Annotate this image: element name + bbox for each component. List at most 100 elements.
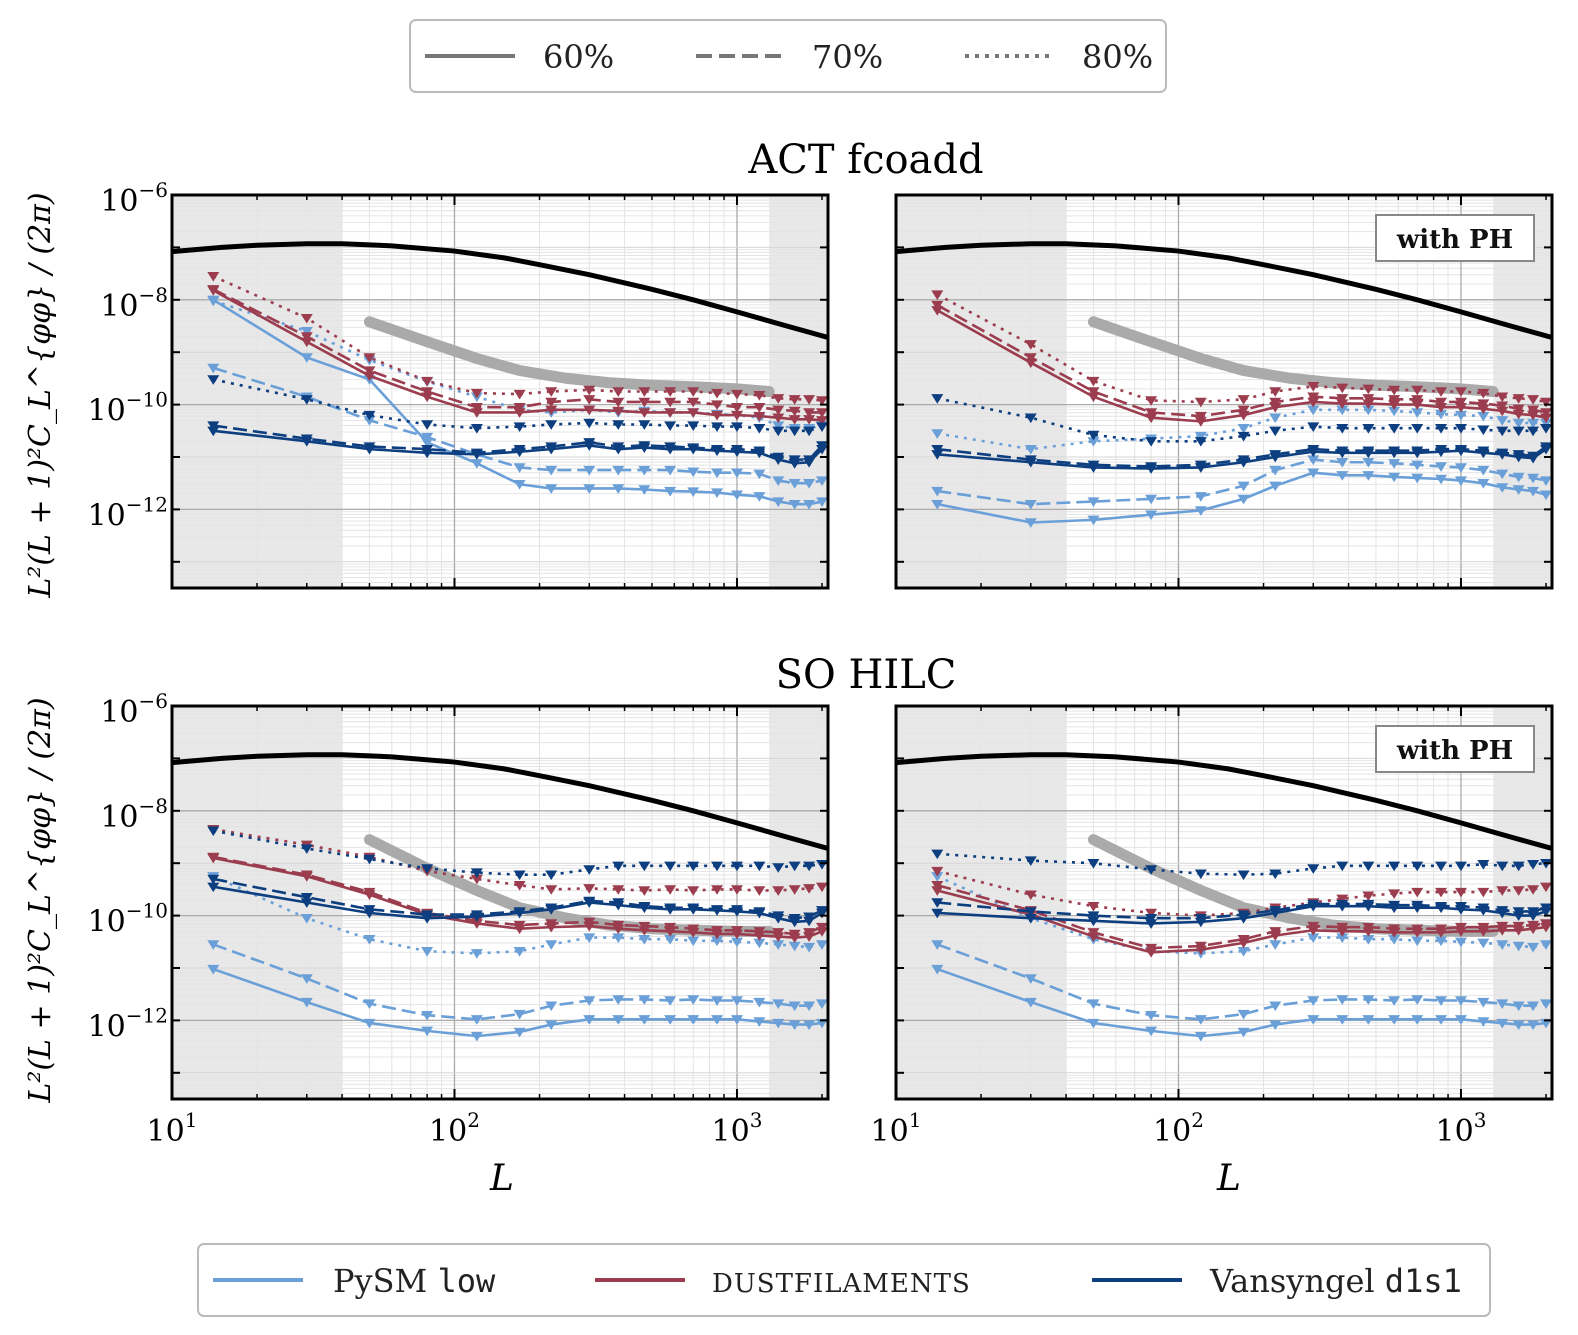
marker-pysm-80 <box>772 421 785 431</box>
shaded-region-1 <box>769 195 828 588</box>
marker-dust-70 <box>1388 924 1401 935</box>
marker-dust-80 <box>816 396 828 406</box>
marker-dust-70 <box>1527 920 1540 931</box>
marker-pysm-70 <box>1307 996 1320 1006</box>
marker-vans-80 <box>1307 422 1320 433</box>
marker-dust-70 <box>753 927 766 937</box>
marker-pysm-60 <box>513 480 526 490</box>
marker-pysm-80 <box>1512 418 1525 429</box>
marker-vans-70 <box>1540 442 1552 452</box>
marker-vans-70 <box>1435 444 1448 455</box>
marker-pysm-70 <box>711 468 724 479</box>
marker-vans-70 <box>772 452 785 463</box>
marker-pysm-60 <box>300 353 313 363</box>
marker-dust-60 <box>711 410 724 421</box>
marker-pysm-70 <box>1269 1001 1282 1012</box>
marker-dust-70 <box>513 403 526 413</box>
panel-frame <box>170 704 830 1101</box>
marker-dust-70 <box>1512 921 1525 932</box>
marker-pysm-60 <box>545 1020 558 1030</box>
marker-dust-70 <box>1194 941 1207 952</box>
marker-dust-80 <box>687 886 700 896</box>
marker-pysm-70 <box>788 479 801 489</box>
marker-pysm-70 <box>207 940 220 950</box>
marker-vans-80 <box>1512 861 1525 872</box>
marker-dust-70 <box>545 919 558 929</box>
marker-pysm-60 <box>803 1020 816 1030</box>
marker-pysm-70 <box>753 469 766 480</box>
marker-vans-80 <box>1024 856 1037 866</box>
marker-pysm-60 <box>1237 494 1250 505</box>
marker-pysm-80 <box>1496 940 1509 950</box>
marker-pysm-70 <box>612 995 625 1005</box>
x-tick-label-base: 10 <box>1436 1114 1474 1149</box>
marker-dust-70 <box>803 928 816 938</box>
shaded-region-1 <box>769 706 828 1099</box>
x-tick-label-exp: 3 <box>750 1108 763 1132</box>
marker-vans-70 <box>711 444 724 455</box>
marker-pysm-80 <box>788 941 801 952</box>
marker-dust-80 <box>1024 890 1037 901</box>
marker-dust-80 <box>545 387 558 397</box>
marker-vans-80 <box>1527 860 1540 870</box>
marker-dust-70 <box>1540 408 1552 418</box>
marker-pysm-70 <box>1145 494 1158 505</box>
marker-pysm-70 <box>1194 492 1207 502</box>
marker-pysm-80 <box>1512 941 1525 952</box>
marker-vans-70 <box>612 442 625 452</box>
marker-pysm-70 <box>421 432 434 443</box>
marker-dust-80 <box>1540 882 1552 893</box>
marker-dust-70 <box>1336 922 1349 933</box>
marker-vans-80 <box>1512 426 1525 437</box>
marker-vans-70 <box>421 910 434 920</box>
y-tick-label-exp: −8 <box>139 794 168 818</box>
marker-vans-70 <box>363 905 376 915</box>
marker-pysm-60 <box>1087 515 1100 526</box>
marker-vans-70 <box>1307 444 1320 455</box>
marker-pysm-70 <box>1496 999 1509 1010</box>
marker-dust-80 <box>363 353 376 363</box>
marker-pysm-80 <box>687 936 700 947</box>
style-legend-frame <box>409 19 1167 93</box>
marker-pysm-80 <box>207 296 220 307</box>
marker-dust-70 <box>730 926 743 936</box>
marker-dust-70 <box>1307 921 1320 932</box>
marker-vans-80 <box>1145 865 1158 875</box>
marker-pysm-70 <box>1024 974 1037 984</box>
marker-pysm-60 <box>730 490 743 501</box>
marker-pysm-60 <box>1411 1015 1424 1025</box>
marker-pysm-70 <box>687 995 700 1005</box>
marker-pysm-80 <box>931 429 944 439</box>
marker-dust-70 <box>1145 408 1158 418</box>
marker-dust-70 <box>300 332 313 342</box>
marker-vans-80 <box>638 420 651 430</box>
row-title-act: ACT fcoadd <box>747 137 983 183</box>
marker-dust-80 <box>1411 385 1424 396</box>
marker-pysm-80 <box>1527 942 1540 953</box>
row-title-so: SO HILC <box>776 652 957 698</box>
ph-badge-label: with PH <box>1396 225 1513 255</box>
marker-pysm-70 <box>363 416 376 426</box>
marker-dust-80 <box>1362 384 1375 395</box>
marker-pysm-60 <box>1307 468 1320 479</box>
ylabel-bottom: L²(L + 1)²C_L^{φφ} / (2π) <box>23 697 58 1103</box>
marker-vans-70 <box>583 896 596 907</box>
marker-vans-70 <box>545 442 558 452</box>
marker-pysm-60 <box>730 1015 743 1025</box>
marker-pysm-70 <box>788 1001 801 1012</box>
marker-dust-70 <box>207 852 220 863</box>
marker-pysm-60 <box>753 1017 766 1027</box>
marker-pysm-60 <box>1496 483 1509 493</box>
marker-dust-70 <box>1087 387 1100 397</box>
marker-dust-70 <box>638 921 651 932</box>
marker-vans-80 <box>753 861 766 872</box>
marker-pysm-70 <box>1336 995 1349 1005</box>
marker-vans-70 <box>1087 460 1100 471</box>
marker-pysm-60 <box>545 484 558 494</box>
marker-dust-80 <box>730 389 743 400</box>
marker-dust-80 <box>1087 901 1100 912</box>
marker-dust-60 <box>816 416 828 426</box>
marker-vans-80 <box>1336 861 1349 872</box>
y-tick-label-exp: −10 <box>126 388 168 412</box>
marker-vans-70 <box>583 438 596 448</box>
